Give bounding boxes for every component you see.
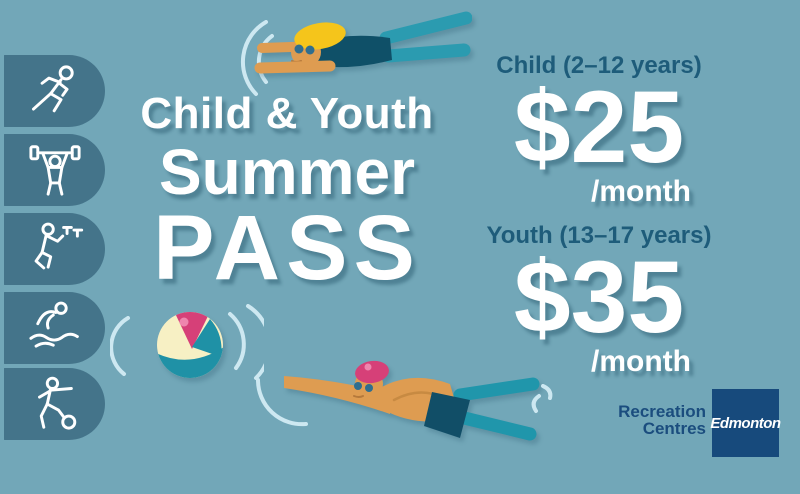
- org-name: Recreation Centres: [556, 403, 706, 437]
- activity-pill-climbing: [4, 213, 105, 285]
- edmonton-logo-text: Edmonton: [710, 414, 781, 432]
- activity-pill-swimming: [4, 292, 105, 364]
- activity-pill-soccer: [4, 368, 105, 440]
- soccer-icon: [37, 376, 76, 430]
- title-line-1: Child & Youth: [140, 89, 434, 138]
- poster-title: Child & Youth Summer PASS: [128, 89, 446, 299]
- swimmer-yellow-cap: [254, 11, 472, 74]
- beach-ball: [157, 312, 223, 378]
- price-block-child: Child (2–12 years) $25 /month: [483, 52, 715, 207]
- water-ripple: [531, 384, 553, 413]
- youth-price-period: /month: [591, 344, 691, 378]
- water-ripple: [228, 304, 264, 380]
- child-price-period: /month: [591, 174, 691, 208]
- water-ripple: [255, 378, 308, 427]
- price-block-youth: Youth (13–17 years) $35 /month: [483, 222, 715, 377]
- child-age-label: Child (2–12 years): [496, 52, 702, 79]
- water-ripple: [240, 20, 274, 96]
- child-price: $25: [513, 69, 685, 184]
- water-ripple: [110, 316, 130, 376]
- youth-age-label: Youth (13–17 years): [486, 222, 712, 249]
- org-name-line-2: Centres: [642, 419, 706, 438]
- title-line-3: PASS: [153, 196, 421, 299]
- activity-pill-weightlifting: [4, 134, 105, 206]
- youth-price: $35: [513, 239, 685, 354]
- swimmer-pink-cap: [284, 360, 540, 441]
- rock-climbing-icon: [34, 222, 83, 270]
- running-icon: [31, 65, 74, 113]
- weightlifting-icon: [28, 145, 81, 196]
- edmonton-logo: Edmonton: [710, 389, 781, 457]
- org-name-line-1: Recreation: [618, 402, 706, 421]
- swimming-icon: [28, 301, 79, 348]
- title-line-2: Summer: [158, 136, 416, 208]
- activity-pill-running: [4, 55, 105, 127]
